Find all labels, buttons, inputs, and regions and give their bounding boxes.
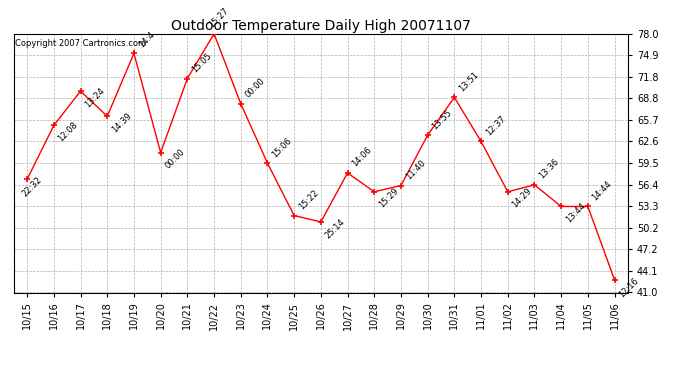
Text: 14:44: 14:44: [591, 179, 614, 203]
Text: 15:06: 15:06: [270, 136, 293, 159]
Text: 15:27: 15:27: [207, 6, 230, 30]
Text: 12:16: 12:16: [618, 276, 640, 299]
Text: 15:05: 15:05: [190, 51, 213, 74]
Text: 25:14: 25:14: [324, 217, 347, 240]
Text: 12:37: 12:37: [484, 114, 507, 137]
Text: 00:00: 00:00: [164, 147, 186, 171]
Text: 13:36: 13:36: [538, 157, 561, 181]
Text: 11:40: 11:40: [404, 158, 427, 182]
Text: 22:32: 22:32: [20, 176, 43, 199]
Text: 15:29: 15:29: [377, 187, 400, 210]
Text: 14:39: 14:39: [110, 111, 133, 134]
Text: 12:08: 12:08: [57, 120, 80, 143]
Text: 14:4: 14:4: [137, 30, 156, 49]
Title: Outdoor Temperature Daily High 20071107: Outdoor Temperature Daily High 20071107: [171, 19, 471, 33]
Text: 13:55: 13:55: [431, 108, 453, 131]
Text: 14:29: 14:29: [511, 187, 533, 210]
Text: 14:06: 14:06: [351, 146, 373, 169]
Text: 15:22: 15:22: [297, 188, 320, 211]
Text: 13:44: 13:44: [564, 201, 587, 225]
Text: 00:00: 00:00: [244, 76, 267, 99]
Text: Copyright 2007 Cartronics.com: Copyright 2007 Cartronics.com: [15, 39, 146, 48]
Text: 13:51: 13:51: [457, 70, 480, 93]
Text: 13:24: 13:24: [83, 86, 106, 109]
